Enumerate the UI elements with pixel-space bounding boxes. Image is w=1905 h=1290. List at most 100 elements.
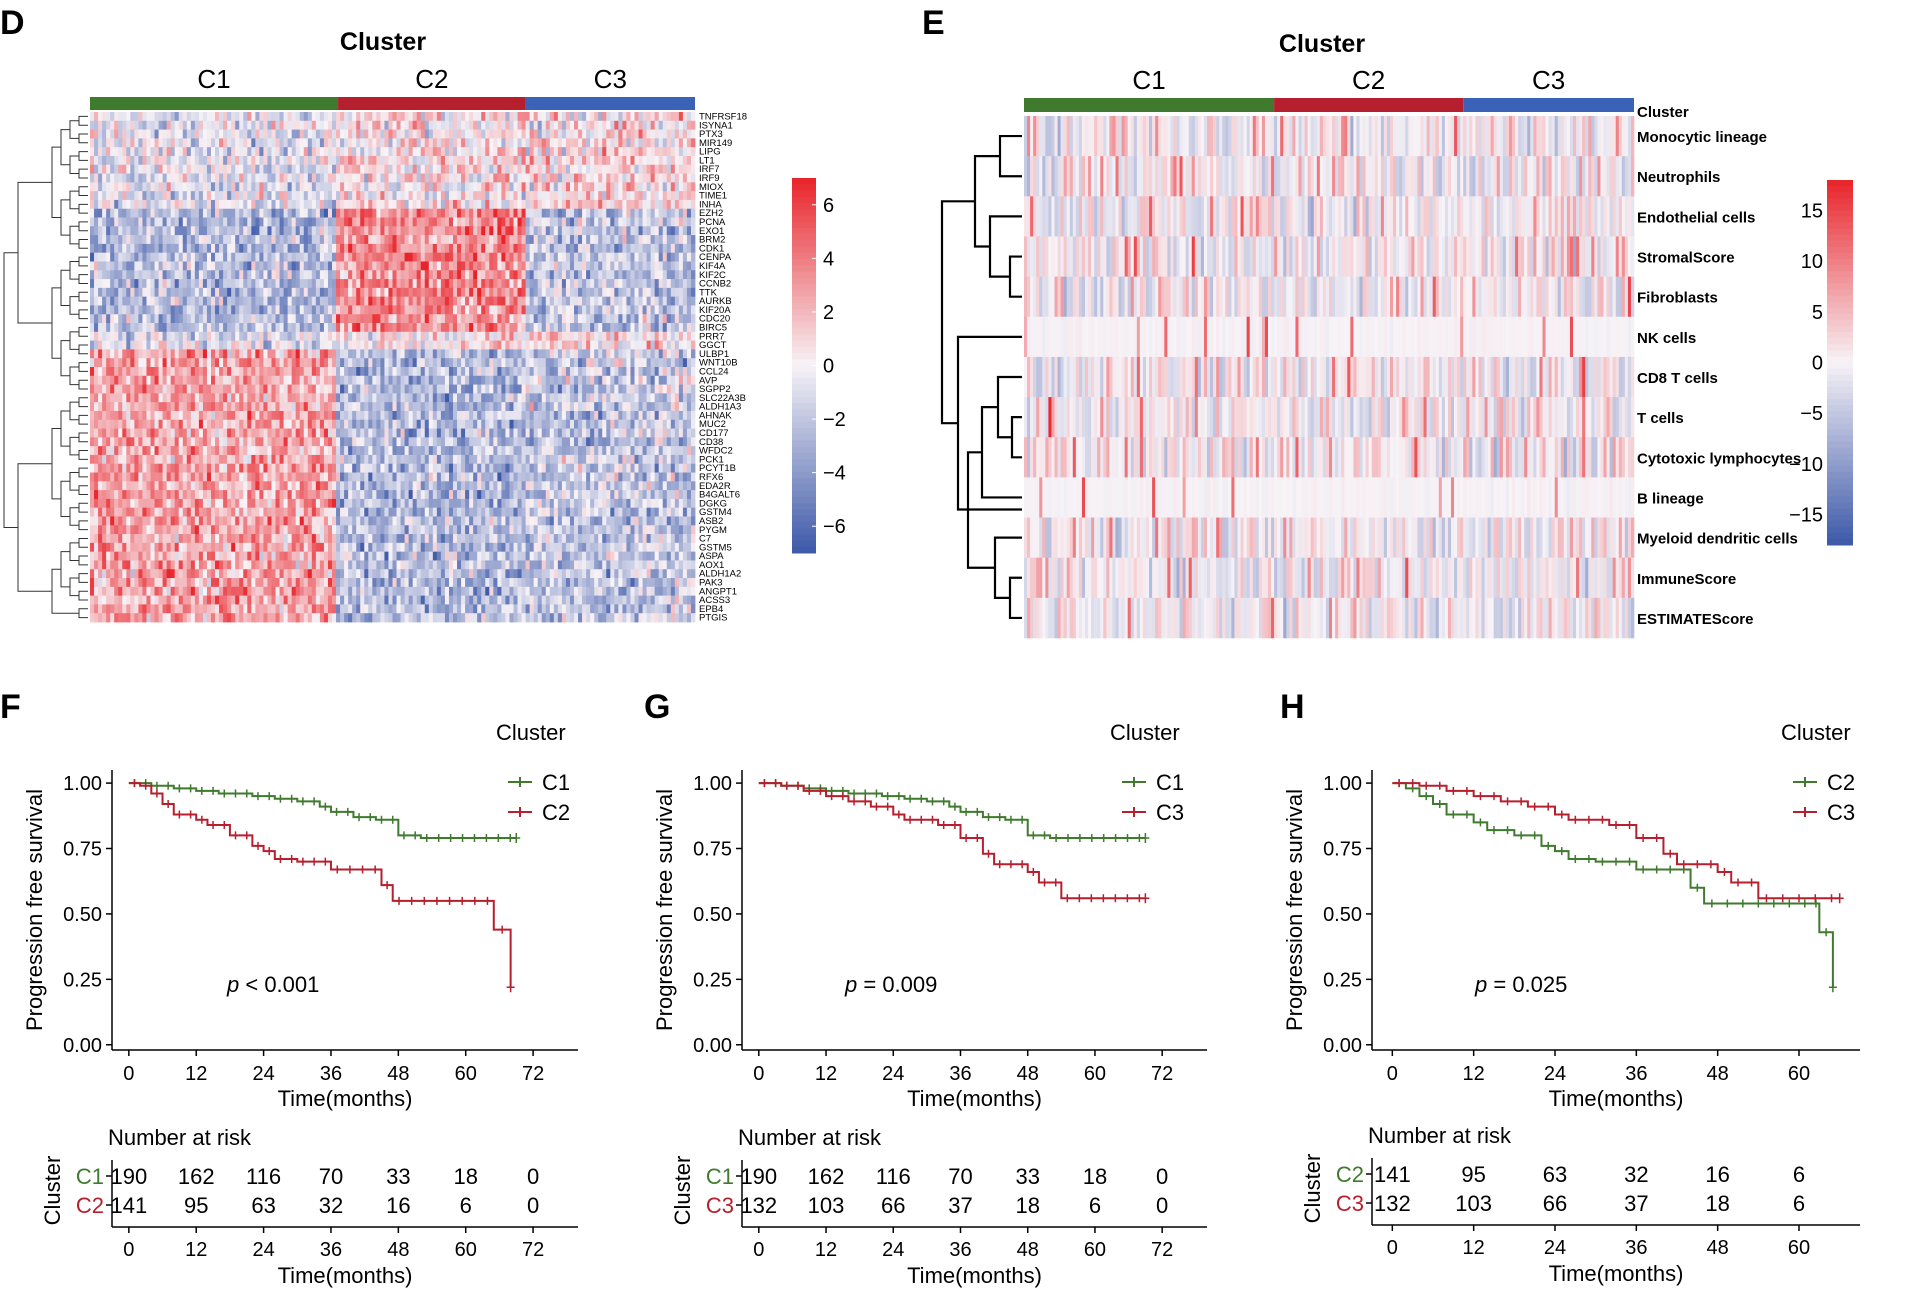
heatmap-d-cell: [182, 235, 188, 245]
heatmap-d-cell: [658, 199, 664, 210]
heatmap-d-cell: [368, 164, 373, 174]
heatmap-d-cell: [376, 243, 381, 254]
heatmap-d-cell: [263, 384, 268, 394]
heatmap-d-cell: [340, 191, 345, 201]
heatmap-d-cell: [529, 182, 535, 192]
heatmap-d-cell: [94, 182, 99, 192]
heatmap-d-cell: [638, 384, 643, 394]
heatmap-d-cell: [194, 173, 200, 183]
heatmap-d-cell: [432, 147, 438, 157]
heatmap-d-cell: [311, 367, 317, 377]
heatmap-d-cell: [440, 155, 446, 166]
heatmap-d-cell: [569, 138, 575, 148]
heatmap-d-cell: [340, 112, 345, 122]
heatmap-d-row-brm2: [90, 235, 696, 245]
heatmap-d-cell: [166, 182, 172, 192]
heatmap-d-cell: [174, 375, 180, 385]
heatmap-d-cell: [618, 287, 623, 298]
heatmap-d-cell: [614, 358, 619, 368]
heatmap-d-cell: [521, 164, 526, 174]
heatmap-d-cell: [154, 138, 159, 148]
heatmap-d-cell: [448, 252, 454, 262]
heatmap-d-cell: [126, 384, 131, 394]
heatmap-d-cell: [590, 147, 595, 157]
heatmap-d-cell: [315, 155, 321, 166]
heatmap-d-cell: [178, 279, 184, 289]
heatmap-d-cell: [348, 235, 353, 245]
heatmap-d-cell: [662, 287, 668, 298]
heatmap-d-cell: [598, 235, 603, 245]
heatmap-d-cell: [126, 191, 131, 201]
heatmap-d-cell: [94, 402, 99, 412]
heatmap-d-cell: [194, 199, 200, 210]
heatmap-d-cell: [215, 393, 220, 403]
heatmap-d-cell: [239, 173, 244, 183]
heatmap-d-cell: [178, 305, 184, 315]
heatmap-d-cell: [436, 367, 442, 377]
heatmap-d-cell: [646, 287, 652, 298]
heatmap-d-cell: [662, 340, 668, 350]
heatmap-d-cell: [323, 112, 329, 122]
heatmap-d-cell: [380, 261, 385, 271]
heatmap-d-cell: [126, 314, 131, 324]
heatmap-d-cell: [126, 305, 131, 315]
heatmap-d-cell: [368, 112, 373, 122]
heatmap-d-cell: [118, 199, 123, 210]
heatmap-d-cell: [477, 208, 482, 218]
heatmap-d-cell: [154, 314, 159, 324]
heatmap-d-cell: [388, 340, 393, 350]
heatmap-d-cell: [497, 279, 502, 289]
heatmap-d-cell: [126, 112, 131, 122]
heatmap-d-cell: [622, 358, 627, 368]
heatmap-d-cell: [448, 199, 454, 210]
heatmap-d-cell: [690, 375, 696, 385]
heatmap-d-cell: [634, 314, 639, 324]
heatmap-d-cell: [517, 349, 522, 359]
heatmap-d-cell: [642, 331, 647, 342]
heatmap-d-cell: [178, 331, 184, 342]
heatmap-d-cell: [166, 393, 172, 403]
heatmap-d-cell: [271, 147, 276, 157]
heatmap-d-cell: [549, 208, 555, 218]
heatmap-d-cell: [424, 173, 430, 183]
heatmap-d-cell: [368, 226, 373, 236]
heatmap-d-cell: [578, 243, 583, 254]
heatmap-d-cell: [154, 367, 159, 377]
heatmap-d-cell: [356, 217, 361, 227]
heatmap-d-cell: [368, 367, 373, 377]
heatmap-d-cell: [219, 323, 224, 333]
heatmap-d-cell: [493, 199, 498, 210]
heatmap-d-cell: [682, 226, 688, 236]
heatmap-d-cell: [122, 226, 127, 236]
heatmap-d-cell: [360, 270, 365, 280]
heatmap-d-cell: [690, 305, 696, 315]
heatmap-d-cell: [150, 147, 155, 157]
heatmap-d-cell: [674, 358, 680, 368]
heatmap-d-cell: [642, 358, 647, 368]
heatmap-d-cell: [493, 375, 498, 385]
heatmap-d-cell: [323, 287, 329, 298]
heatmap-d-cell: [457, 217, 462, 227]
heatmap-d-cell: [598, 252, 603, 262]
heatmap-d-cell: [170, 147, 176, 157]
heatmap-d-cell: [364, 314, 369, 324]
heatmap-d-cell: [166, 155, 172, 166]
heatmap-d-cell: [408, 314, 414, 324]
heatmap-d-cell: [690, 182, 696, 192]
heatmap-d-cell: [513, 331, 518, 342]
heatmap-d-cell: [231, 279, 236, 289]
heatmap-d-cell: [477, 191, 482, 201]
heatmap-d-cell: [267, 323, 272, 333]
heatmap-d-cell: [489, 252, 494, 262]
heatmap-d-cell: [352, 393, 357, 403]
heatmap-d-cell: [436, 147, 442, 157]
heatmap-d-cell: [420, 367, 426, 377]
heatmap-d-cell: [360, 129, 365, 139]
heatmap-d-cell: [279, 323, 284, 333]
heatmap-d-cell: [372, 349, 377, 359]
heatmap-d-cell: [368, 155, 373, 166]
heatmap-d-cell: [481, 270, 486, 280]
heatmap-d-cell: [255, 147, 260, 157]
heatmap-d-cell: [658, 270, 664, 280]
heatmap-d-cell: [231, 375, 236, 385]
